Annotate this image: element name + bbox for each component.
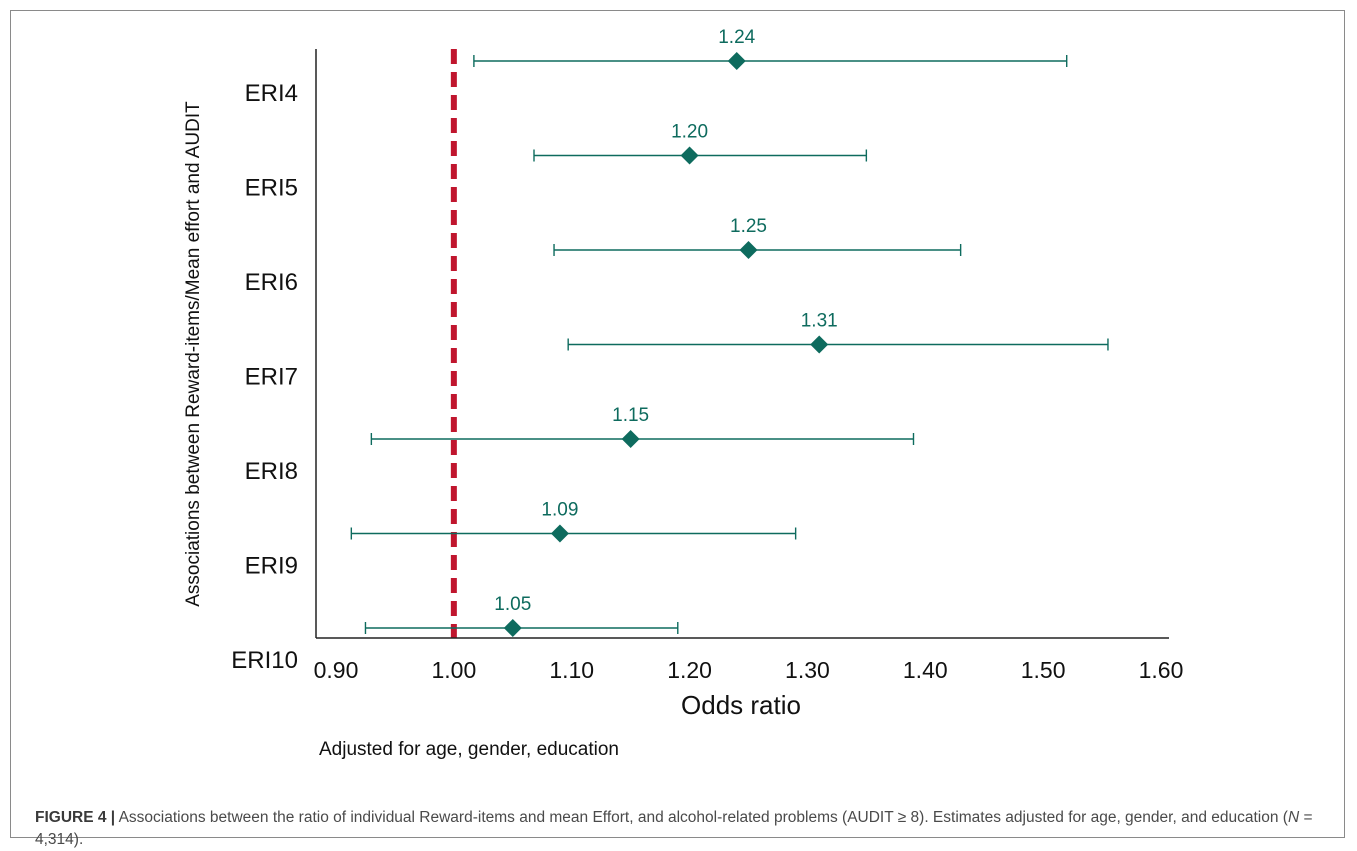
row-label: ERI6 [245, 269, 298, 296]
x-tick-label: 1.20 [667, 657, 712, 683]
x-tick-label: 1.60 [1139, 657, 1184, 683]
row-label: ERI8 [245, 458, 298, 485]
odds-ratio-label: 1.15 [612, 405, 649, 426]
odds-ratio-marker [810, 335, 829, 354]
odds-ratio-marker [503, 619, 522, 637]
forest-row: ERI4 1.24 [245, 27, 1068, 107]
x-tick-label: 1.50 [1021, 657, 1066, 683]
forest-row: ERI10 1.05 [231, 594, 679, 674]
forest-row: ERI5 1.20 [245, 122, 868, 202]
odds-ratio-label: 1.20 [671, 122, 708, 143]
forest-row: ERI9 1.09 [245, 500, 797, 580]
axes [315, 49, 1169, 639]
row-label: ERI5 [245, 175, 298, 202]
x-axis-title: Odds ratio [681, 690, 801, 720]
x-tick-label: 1.40 [903, 657, 948, 683]
x-tick-label: 1.10 [549, 657, 594, 683]
odds-ratio-marker [680, 146, 699, 165]
odds-ratio-marker [621, 430, 640, 448]
row-label: ERI10 [231, 647, 298, 674]
odds-ratio-label: 1.25 [730, 216, 767, 237]
figure-frame: 0.90 1.00 1.10 1.20 1.30 1.40 1.50 1.60 ERI4 1.2… [10, 10, 1345, 848]
caption-n-symbol: N [1287, 809, 1300, 826]
x-tick-labels: 0.90 1.00 1.10 1.20 1.30 1.40 1.50 1.60 [314, 657, 1184, 683]
x-tick-label: 0.90 [314, 657, 359, 683]
row-label: ERI7 [245, 364, 298, 391]
odds-ratio-label: 1.09 [541, 500, 578, 521]
caption-text-part1: Associations between the ratio of indivi… [118, 809, 1288, 826]
caption-text-part2: = 4,314). [35, 809, 1313, 848]
figure-caption: FIGURE 4 | Associations between the rati… [35, 807, 1325, 851]
adjustment-note: Adjusted for age, gender, education [319, 739, 619, 760]
odds-ratio-label: 1.05 [494, 594, 531, 615]
forest-row: ERI6 1.25 [245, 216, 962, 296]
odds-ratio-label: 1.24 [718, 27, 755, 48]
x-tick-label: 1.30 [785, 657, 830, 683]
odds-ratio-label: 1.31 [801, 311, 838, 332]
odds-ratio-marker [727, 52, 746, 70]
caption-label: FIGURE 4 | [35, 809, 116, 826]
row-label: ERI9 [245, 553, 298, 580]
forest-row: ERI8 1.15 [245, 405, 915, 485]
odds-ratio-marker [550, 524, 569, 543]
row-label: ERI4 [245, 80, 298, 107]
y-axis-title: Associations between Reward-items/Mean e… [183, 101, 204, 607]
data-rows: ERI4 1.24 ERI5 1.20 ERI6 1.25 ERI7 1.31 ERI8 1.15… [231, 27, 1109, 674]
forest-plot: 0.90 1.00 1.10 1.20 1.30 1.40 1.50 1.60 ERI4 1.2… [183, 27, 1184, 760]
forest-row: ERI7 1.31 [245, 311, 1109, 391]
odds-ratio-marker [739, 241, 758, 259]
x-tick-label: 1.00 [431, 657, 476, 683]
